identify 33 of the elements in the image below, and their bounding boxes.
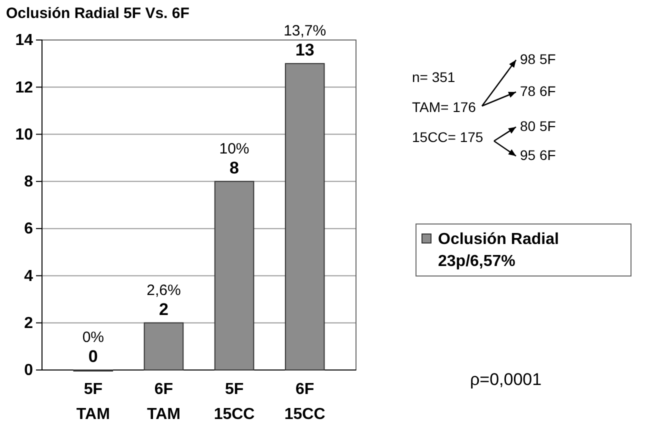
- bar: [284, 63, 325, 370]
- data-label: 13: [295, 40, 314, 60]
- y-tick-label: 12: [15, 79, 34, 96]
- text: 95 6F: [520, 147, 556, 163]
- legend-label: Oclusión Radial 23p/6,57%: [438, 231, 559, 270]
- y-tick-label: 14: [15, 32, 34, 50]
- text: 15CC= 175: [412, 129, 484, 145]
- text: 78 6F: [520, 83, 556, 99]
- y-tick-label: 10: [15, 126, 34, 144]
- y-tick-label: 4: [24, 268, 34, 285]
- x-tick-label: 6F 15CC: [284, 381, 326, 423]
- y-tick-label: 0: [24, 362, 34, 380]
- text: n= 351: [412, 69, 456, 85]
- chart-title: Oclusión Radial 5F Vs. 6F: [6, 5, 190, 22]
- x-tick-label: 5F 15CC: [214, 381, 256, 423]
- text: 80 5F: [520, 118, 556, 134]
- y-tick-label: 2: [24, 314, 34, 332]
- data-label: 8: [230, 158, 240, 178]
- text: TAM= 176: [412, 99, 476, 115]
- bar: [144, 322, 184, 370]
- annotation: 0%: [82, 329, 104, 346]
- annotation: 2,6%: [146, 282, 181, 299]
- data-label: 2: [158, 300, 168, 319]
- data-label: 0: [88, 347, 98, 366]
- x-tick-label: 5F TAM: [76, 381, 110, 423]
- annotation: 13,7%: [284, 22, 326, 40]
- text: 98 5F: [520, 51, 556, 67]
- annotation: 10%: [219, 140, 250, 158]
- y-tick-label: 6: [24, 220, 34, 238]
- bar: [214, 180, 254, 370]
- y-tick-label: 8: [24, 174, 34, 191]
- text: ρ=0,0001: [470, 370, 542, 389]
- x-tick-label: 6F TAM: [146, 381, 180, 423]
